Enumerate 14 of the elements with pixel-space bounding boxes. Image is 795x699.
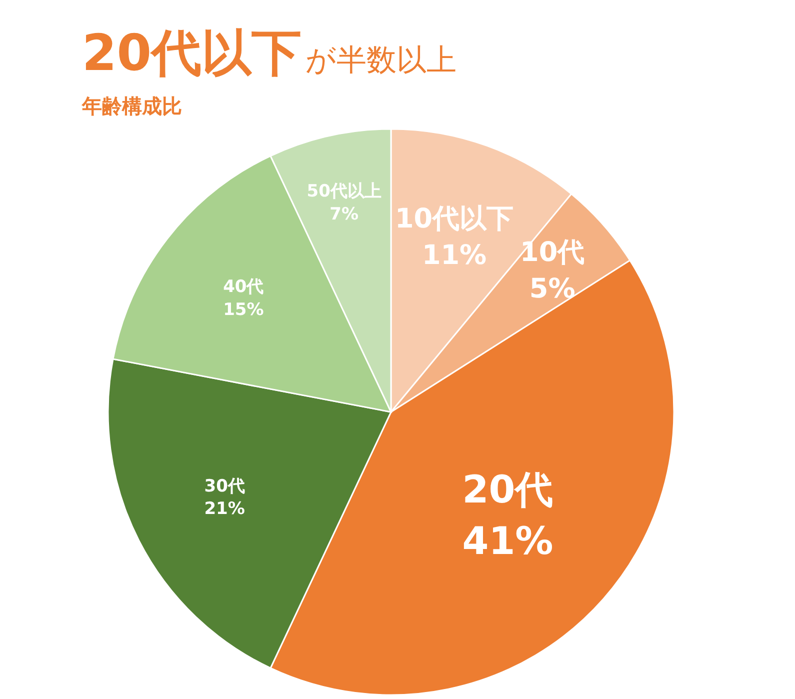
slice-label: 30代 [204,476,245,496]
data-label: 21% [204,499,245,520]
slice-label: 40代 [223,276,264,297]
slice-label: 10代 [520,236,585,268]
chart-title: 20代以下が半数以上 [82,24,457,82]
chart-subtitle: 年齢構成比 [81,94,182,118]
data-label: 7% [330,204,359,225]
slice-label: 20代 [462,468,554,512]
slice-label: 10代以下 [394,203,514,234]
slice-label: 50代以上 [306,182,382,202]
data-label: 15% [223,300,264,320]
data-label: 11% [422,240,487,271]
data-label: 41% [462,518,554,563]
data-label: 5% [529,273,576,304]
